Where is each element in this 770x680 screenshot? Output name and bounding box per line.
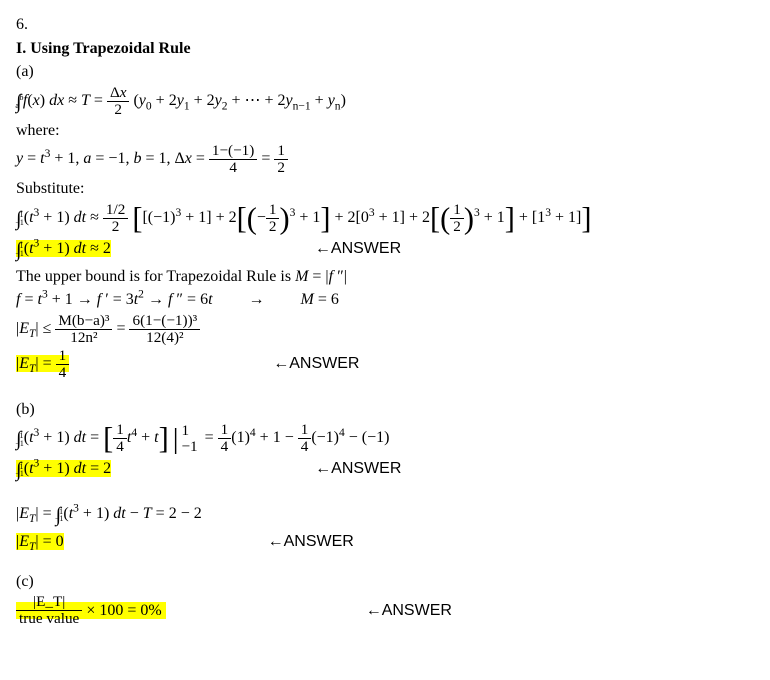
c-answer: |E_T|true value × 100 = 0% ←ANSWER: [16, 594, 754, 627]
answer-arrow: ←ANSWER: [315, 458, 401, 480]
b-answer-2: |ET| = 0 ←ANSWER: [16, 531, 754, 553]
b-et-line: |ET| = ∫1−1(t3 + 1) dt − T = 2 − 2: [16, 502, 754, 529]
et-bound: |ET| ≤ M(b−a)³12n² = 6(1−(−1))³12(4)²: [16, 313, 754, 346]
part-b-label: (b): [16, 399, 754, 421]
upper-bound-text: The upper bound is for Trapezoidal Rule …: [16, 266, 754, 288]
part-a-label: (a): [16, 61, 754, 83]
params: y = t3 + 1, a = −1, b = 1, Δx = 1−(−1)4 …: [16, 143, 754, 176]
b-answer-1: ∫1−1(t3 + 1) dt = 2 ←ANSWER: [16, 457, 754, 484]
where-label: where:: [16, 120, 754, 142]
b-integral: ∫1−1(t3 + 1) dt = [14t4 + t] | 1−1 = 14(…: [16, 422, 754, 455]
section-title: I. Using Trapezoidal Rule: [16, 38, 754, 60]
part-c-label: (c): [16, 571, 754, 593]
answer-arrow: ←ANSWER: [366, 600, 452, 622]
trap-rule: ∫ba f(x) dx ≈ T = Δx2 (y0 + 2y1 + 2y2 + …: [16, 85, 754, 118]
substitute-expression: ∫1−1(t3 + 1) dt ≈ 1/22 [[(−1)3 + 1] + 2[…: [16, 202, 754, 235]
a-answer-2: |ET| = 14 ←ANSWER: [16, 348, 754, 381]
substitute-label: Substitute:: [16, 178, 754, 200]
answer-arrow: ←ANSWER: [315, 238, 401, 260]
a-answer-1: ∫1−1(t3 + 1) dt ≈ 2 ←ANSWER: [16, 237, 754, 264]
derivatives: f = t3 + 1 → f ′ = 3t2 → f ″ = 6t → M = …: [16, 289, 754, 311]
answer-arrow: ←ANSWER: [273, 353, 359, 375]
answer-arrow: ←ANSWER: [268, 531, 354, 553]
problem-number: 6.: [16, 14, 754, 36]
